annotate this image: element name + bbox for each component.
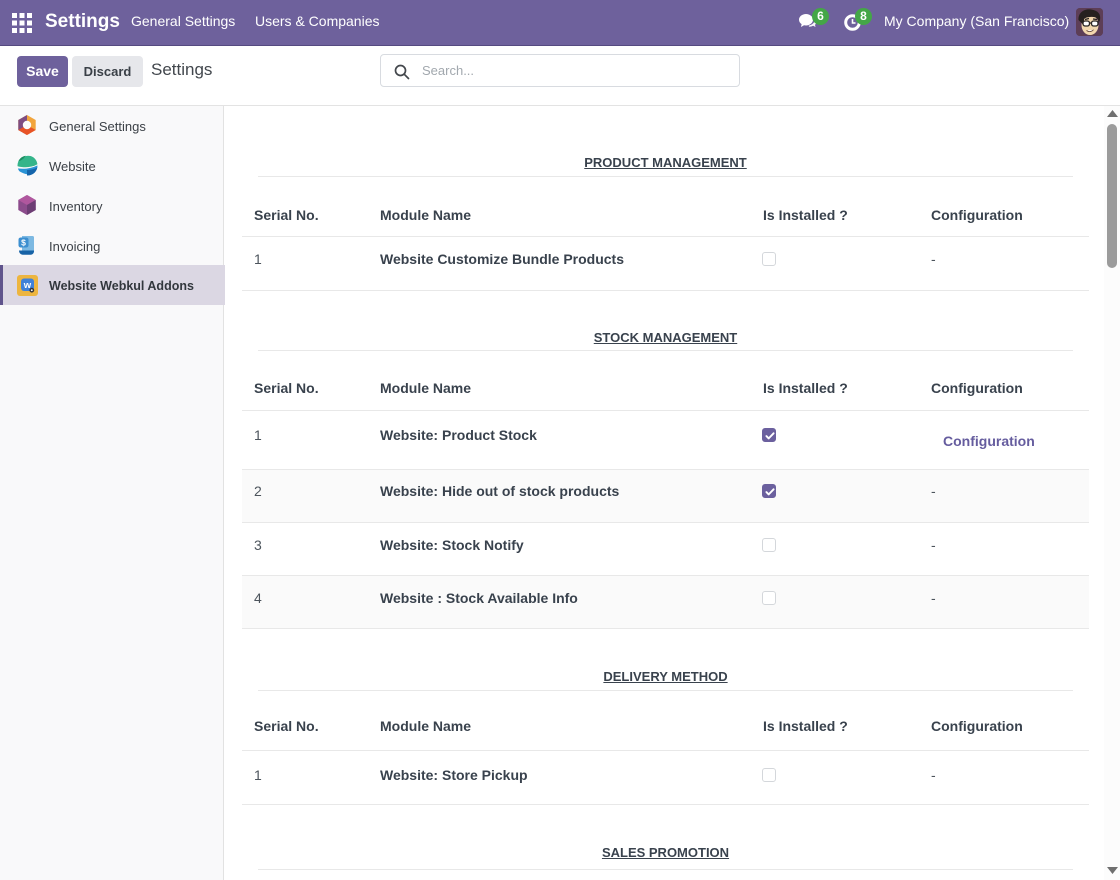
svg-text:$: $ (21, 237, 26, 247)
svg-text:w: w (23, 280, 32, 291)
